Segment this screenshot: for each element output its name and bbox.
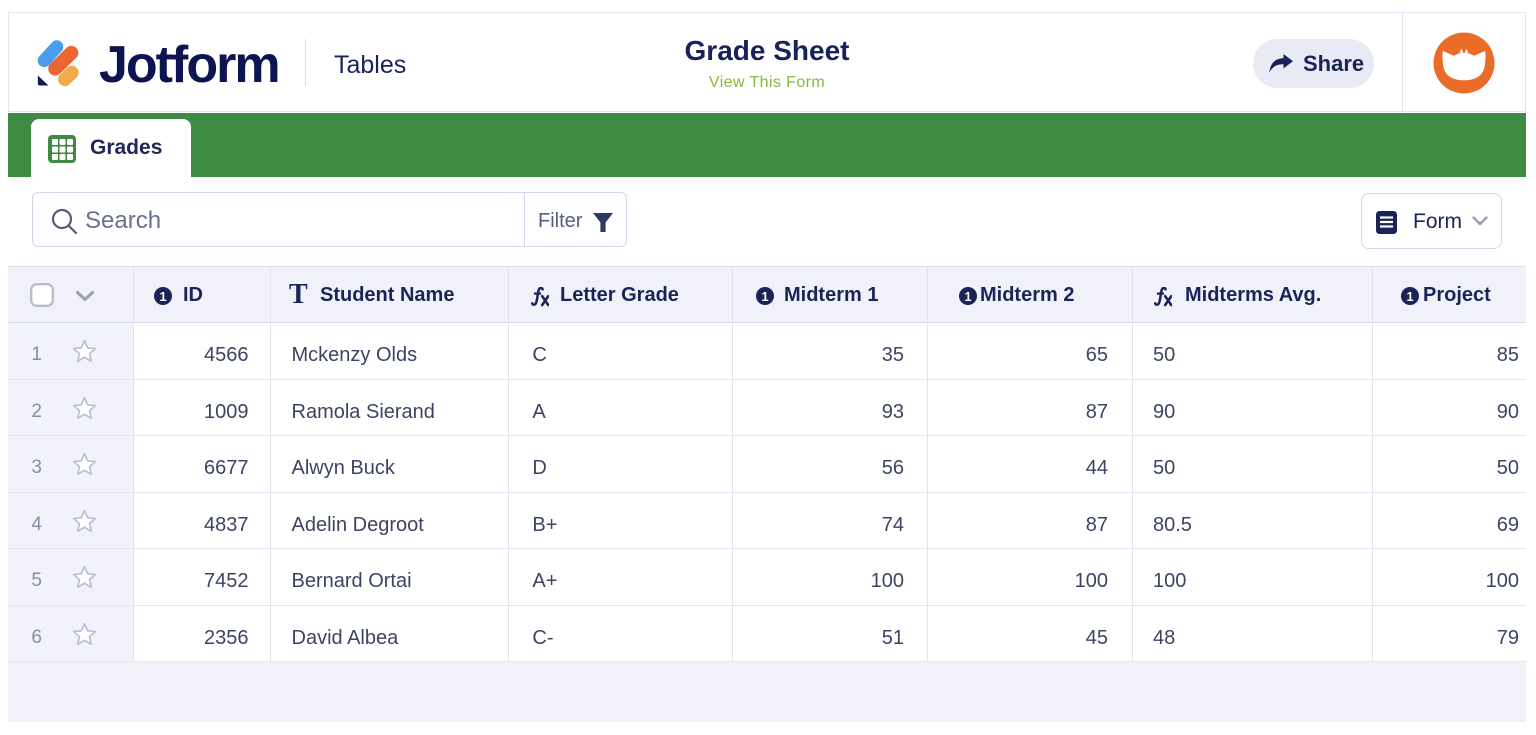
svg-text:1: 1 (159, 290, 166, 304)
svg-text:1: 1 (964, 290, 971, 304)
svg-text:1: 1 (761, 290, 768, 304)
svg-text:1: 1 (1406, 290, 1413, 304)
